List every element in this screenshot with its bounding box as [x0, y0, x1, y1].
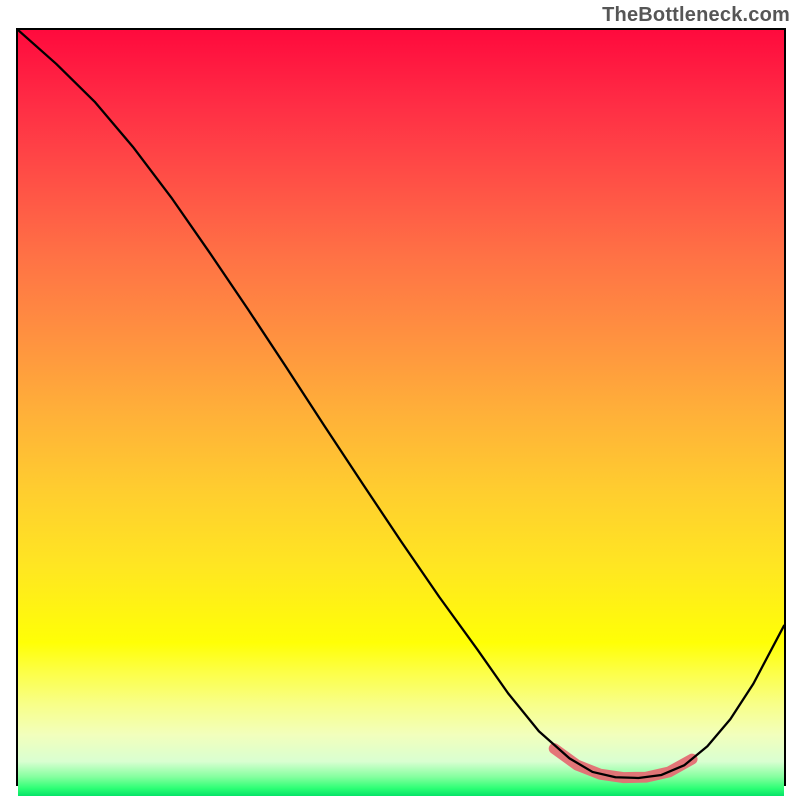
chart-container: TheBottleneck.com — [0, 0, 800, 800]
watermark-text: TheBottleneck.com — [602, 4, 790, 27]
curve-layer — [18, 30, 784, 784]
plot-area — [16, 28, 786, 786]
main-curve — [18, 30, 784, 778]
highlight-band — [554, 749, 692, 778]
